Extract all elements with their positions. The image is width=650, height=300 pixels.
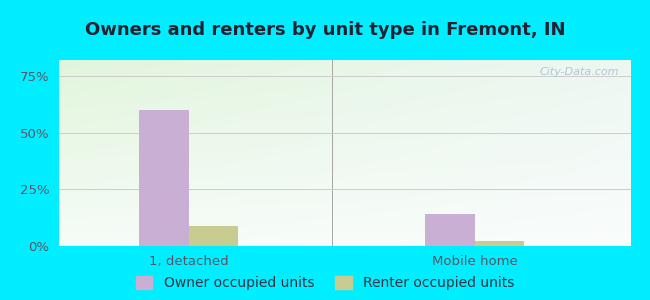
- Bar: [139, 110, 188, 246]
- Text: Owners and renters by unit type in Fremont, IN: Owners and renters by unit type in Fremo…: [84, 21, 566, 39]
- Legend: Owner occupied units, Renter occupied units: Owner occupied units, Renter occupied un…: [136, 276, 514, 290]
- Bar: [425, 214, 474, 246]
- Bar: [188, 226, 238, 246]
- Bar: [474, 242, 524, 246]
- Text: City-Data.com: City-Data.com: [540, 68, 619, 77]
